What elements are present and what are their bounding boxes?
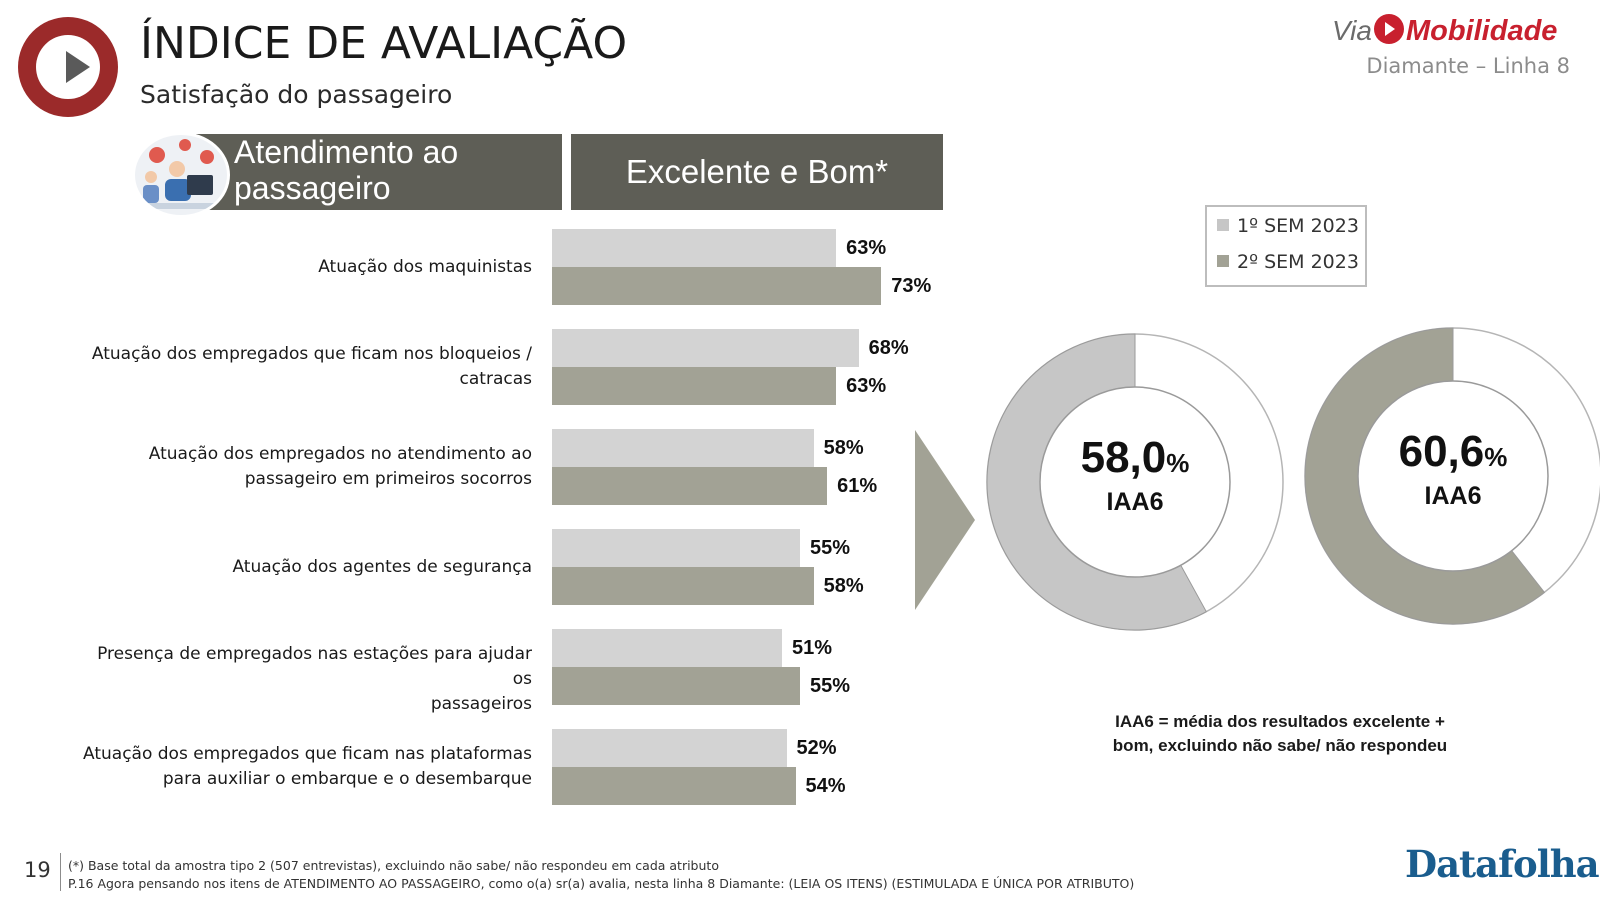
data-label: 55% [810, 675, 851, 697]
category-label-line: passageiros [430, 694, 532, 714]
customer-service-illustration [139, 139, 223, 209]
donut-center-label: 58,0% IAA6 [1040, 434, 1230, 517]
donut-hole [1039, 386, 1231, 578]
chart-legend: 1º SEM 2023 2º SEM 2023 [1205, 205, 1367, 287]
topic-line-1: Atendimento ao [234, 134, 459, 170]
legend-item-2: 2º SEM 2023 [1217, 251, 1359, 273]
data-label: 61% [837, 475, 878, 497]
bar-chart: Atuação dos maquinistas 63% 73% Atuação dos… [82, 229, 932, 805]
donut-chart-1 [986, 333, 1284, 631]
footnote-base: (*) Base total da amostra tipo 2 (507 en… [68, 858, 719, 873]
bar-2 [552, 767, 796, 805]
footnote-question: P.16 Agora pensando nos itens de ATENDIM… [68, 876, 1135, 891]
metric-banner-text: Excelente e Bom* [625, 153, 889, 190]
data-label: 55% [810, 537, 851, 559]
data-label: 51% [792, 637, 833, 659]
brand-logo: Via Mobilidade [1332, 14, 1557, 48]
donut-value-number: 58,0 [1080, 433, 1167, 482]
footer-divider [60, 853, 61, 891]
donut-center-label: 60,6% IAA6 [1358, 428, 1548, 511]
bar-1 [552, 229, 837, 267]
data-label: 58% [823, 575, 864, 597]
bar-1 [552, 529, 801, 567]
donut-value-number: 60,6 [1398, 427, 1485, 476]
category-label: Atuação dos empregados que ficam nos blo… [82, 342, 532, 392]
legend-item-1: 1º SEM 2023 [1217, 215, 1359, 237]
play-logo-inner [36, 35, 100, 99]
donut-sublabel: IAA6 [1424, 482, 1482, 510]
data-label: 63% [846, 375, 887, 397]
bar-2 [552, 667, 801, 705]
donut-value: 58,0% [1040, 434, 1230, 487]
legend-swatch-2 [1217, 255, 1229, 267]
bar-2 [552, 567, 814, 605]
category-label-line: Atuação dos agentes de segurança [232, 556, 532, 577]
category-label: Presença de empregados nas estações para… [82, 642, 532, 717]
donut-hole [1357, 380, 1549, 572]
page-number: 19 [24, 858, 51, 882]
category-label: Atuação dos empregados que ficam nas pla… [82, 742, 532, 792]
category-label: Atuação dos empregados no atendimento ao… [82, 442, 532, 492]
category-label: Atuação dos maquinistas [82, 255, 532, 280]
category-label-line: Atuação dos empregados que ficam nos blo… [91, 344, 532, 364]
donut-value-unit: % [1484, 442, 1508, 472]
data-label: 52% [796, 737, 837, 759]
play-triangle-icon [66, 51, 90, 83]
donut-value-unit: % [1166, 448, 1190, 478]
data-label: 73% [891, 275, 932, 297]
bar-1 [552, 729, 787, 767]
donut-sublabel: IAA6 [1106, 488, 1164, 516]
topic-banner-text: Atendimento ao passageiro [234, 134, 458, 206]
legend-swatch-1 [1217, 219, 1229, 231]
bar-1 [552, 629, 782, 667]
bar-2 [552, 467, 828, 505]
data-label: 58% [823, 437, 864, 459]
donut-value: 60,6% [1358, 428, 1548, 481]
customer-service-icon [132, 132, 230, 218]
topic-line-2: passageiro [234, 170, 391, 206]
bar-1 [552, 329, 859, 367]
category-label-line: Atuação dos empregados que ficam nas pla… [83, 744, 532, 764]
bar-2 [552, 267, 882, 305]
datafolha-logo: Datafolha [1405, 842, 1600, 886]
brand-prefix: Via [1332, 15, 1372, 46]
category-label-line: Atuação dos maquinistas [318, 256, 532, 277]
bar-1 [552, 429, 814, 467]
category-label-line: para auxiliar o embarque e o desembarque [162, 769, 532, 789]
category-label-line: catracas [459, 369, 532, 389]
legend-label-1: 1º SEM 2023 [1237, 215, 1359, 237]
legend-label-2: 2º SEM 2023 [1237, 251, 1359, 273]
bar-2 [552, 367, 837, 405]
line-name: Diamante – Linha 8 [1366, 54, 1570, 78]
play-logo-icon [18, 17, 118, 117]
category-label-line: Presença de empregados nas estações para… [97, 644, 532, 689]
page-title: ÍNDICE DE AVALIAÇÃO [140, 18, 628, 69]
iaa6-note: IAA6 = média dos resultados excelente + … [1112, 712, 1448, 755]
category-label-line: Atuação dos empregados no atendimento ao [148, 444, 532, 464]
topic-banner [196, 134, 562, 210]
brand-play-icon [1373, 14, 1404, 44]
brand-name: Mobilidade [1405, 15, 1558, 47]
metric-banner [571, 134, 943, 210]
donut-charts: 58,0% IAA6 60,6% IAA6 [986, 327, 1600, 631]
donut-chart-2 [1304, 327, 1600, 625]
data-label: 68% [868, 337, 909, 359]
page-subtitle: Satisfação do passageiro [140, 80, 453, 109]
arrow-right-icon [915, 430, 975, 610]
category-label-line: passageiro em primeiros socorros [244, 469, 532, 489]
data-label: 54% [805, 775, 846, 797]
data-label: 63% [846, 237, 887, 259]
category-label: Atuação dos agentes de segurança [82, 555, 532, 580]
